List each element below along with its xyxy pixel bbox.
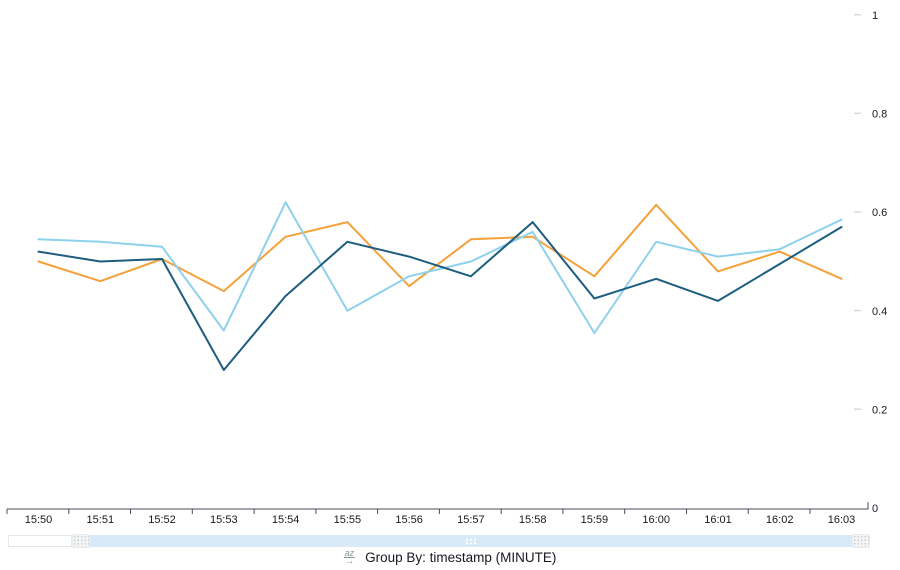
x-axis-labels: 15:50 15:51 15:52 15:53 15:54 15:55 15:56 15:57… <box>25 514 856 526</box>
x-tick-label: 15:51 <box>87 514 115 526</box>
sort-az-icon-text: az <box>343 548 356 558</box>
line-chart-canvas[interactable]: 15:50 15:51 15:52 15:53 15:54 15:55 15:56 15:57… <box>0 0 900 530</box>
y-axis-labels: 0 0.2 0.4 0.6 0.8 1 <box>854 10 887 515</box>
x-tick-label: 16:01 <box>704 514 732 526</box>
dark-blue-series <box>37 221 843 371</box>
y-tick-label: 0.4 <box>872 306 887 318</box>
scrollbar-track-left[interactable] <box>8 535 72 547</box>
group-by-footer: az → Group By: timestamp (MINUTE) <box>0 546 900 568</box>
y-axis-tick <box>854 14 861 16</box>
y-tick-label: 0 <box>872 503 878 515</box>
y-axis-tick <box>854 309 861 312</box>
chart-area[interactable]: 15:50 15:51 15:52 15:53 15:54 15:55 15:56 15:57… <box>0 0 900 530</box>
x-tick-label: 15:56 <box>395 514 423 526</box>
x-axis <box>6 502 869 514</box>
light-blue-series <box>37 201 843 334</box>
y-axis-tick <box>854 112 861 115</box>
orange-series <box>37 203 843 293</box>
group-by-label: Group By: timestamp (MINUTE) <box>365 549 557 565</box>
scrollbar-selected-range[interactable] <box>90 535 852 547</box>
y-tick-label: 0.8 <box>872 109 887 121</box>
y-axis-tick <box>854 211 861 213</box>
x-tick-label: 15:54 <box>272 514 300 526</box>
x-tick-label: 15:53 <box>210 514 238 526</box>
time-range-scrollbar[interactable] <box>0 534 900 548</box>
y-tick-label: 0.6 <box>872 207 887 219</box>
x-tick-label: 15:58 <box>519 514 547 526</box>
x-tick-label: 16:02 <box>766 514 794 526</box>
x-tick-label: 16:00 <box>642 514 670 526</box>
sort-az-icon: az → <box>343 548 356 567</box>
x-tick-label: 15:52 <box>148 514 176 526</box>
scrollbar-left-handle-icon[interactable] <box>72 534 90 548</box>
x-tick-label: 16:03 <box>828 514 856 526</box>
sort-az-icon-arrow: → <box>344 556 355 567</box>
y-tick-label: 0.2 <box>872 404 887 416</box>
x-tick-label: 15:50 <box>25 514 53 526</box>
y-axis-tick <box>854 408 861 410</box>
scrollbar-right-handle-icon[interactable] <box>852 534 870 548</box>
y-tick-label: 1 <box>872 10 878 22</box>
scrollbar-grip-dots-icon[interactable] <box>465 537 477 545</box>
x-tick-label: 15:57 <box>457 514 485 526</box>
x-tick-label: 15:59 <box>581 514 609 526</box>
x-tick-label: 15:55 <box>334 514 362 526</box>
